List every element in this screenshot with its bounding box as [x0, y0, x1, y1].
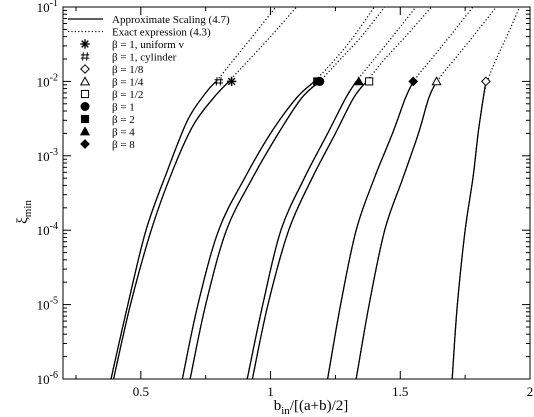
approx-curve-5: [251, 80, 368, 379]
y-tick-label: 10-6: [37, 370, 58, 387]
legend-marker-diamond-filled: [80, 139, 90, 149]
y-axis: 10-6 10-5 10-4 10-3 10-2 10-1: [37, 0, 530, 387]
approx-curve-0: [110, 80, 217, 379]
approx-curve-8: [451, 81, 487, 379]
legend-label: β = 1/4: [112, 77, 144, 89]
y-tick-label: 10-4: [37, 221, 58, 238]
y-tick-label: 10-1: [37, 0, 58, 15]
y-tick-label: 10-2: [37, 72, 58, 89]
data-point-marker-triangle-open: [431, 76, 442, 86]
approx-curve-7: [355, 81, 438, 379]
approx-curve-3: [189, 80, 321, 379]
x-axis: 0.5 1 1.5 2: [75, 7, 534, 399]
legend-marker-asterisk: [80, 39, 90, 49]
markers-layer: [214, 76, 491, 87]
legend-marker-hash: [80, 52, 90, 61]
x-tick-label: 1.5: [392, 384, 408, 399]
legend-label: β = 2: [112, 114, 135, 126]
legend-label: β = 1, cylinder: [112, 52, 177, 64]
legend-label: β = 1/8: [112, 64, 144, 76]
legend-label: β = 1/2: [112, 89, 143, 101]
legend: Approximate Scaling (4.7)Exact expressio…: [68, 14, 230, 151]
data-point-marker-triangle-filled: [353, 76, 364, 86]
legend-label: β = 1, uniform v: [112, 39, 184, 51]
legend-label: Exact expression (4.3): [112, 27, 211, 39]
data-point-marker-circle-filled: [315, 76, 325, 86]
legend-label: Approximate Scaling (4.7): [112, 14, 230, 26]
legend-marker-triangle-filled: [79, 126, 91, 136]
x-axis-label: bin/[(a+b)/2]: [274, 398, 349, 417]
legend-marker-triangle-open: [79, 76, 91, 86]
legend-label: β = 8: [112, 139, 135, 151]
legend-marker-square-filled: [80, 114, 90, 124]
legend-label: β = 1: [112, 102, 135, 114]
legend-label: β = 4: [112, 127, 135, 139]
data-point-marker-diamond-open: [480, 76, 491, 87]
y-axis-label: ξmin: [15, 200, 34, 224]
legend-marker-circle-filled: [80, 102, 90, 111]
approx-curve-2: [181, 80, 316, 379]
data-point-marker-diamond-filled: [408, 76, 419, 87]
curves-layer: [110, 7, 521, 379]
legend-marker-square-open: [80, 89, 90, 99]
x-tick-label: 2: [527, 384, 534, 399]
approx-curve-1: [112, 80, 230, 379]
data-point-marker-hash: [214, 77, 223, 86]
legend-marker-diamond-open: [80, 64, 90, 74]
data-point-marker-asterisk: [226, 76, 237, 87]
x-tick-label: 0.5: [133, 384, 149, 399]
plot-frame: [62, 6, 531, 380]
y-tick-label: 10-3: [37, 147, 58, 164]
data-point-marker-square-open: [365, 77, 374, 86]
x-tick-label: 1: [267, 384, 274, 399]
y-tick-label: 10-5: [37, 296, 58, 313]
approx-curve-6: [326, 81, 414, 379]
approx-curve-4: [246, 81, 357, 379]
